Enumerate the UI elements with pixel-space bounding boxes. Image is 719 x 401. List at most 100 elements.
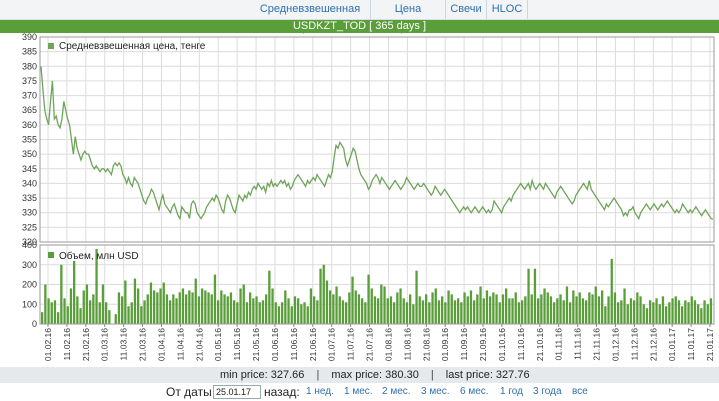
volume-bar xyxy=(265,294,268,325)
volume-bar xyxy=(165,294,169,325)
volume-bar xyxy=(287,298,290,324)
date-tick-label: 21.02.16 xyxy=(81,328,91,361)
volume-bar xyxy=(428,302,431,324)
last-price: last price: 327.76 xyxy=(445,369,530,381)
volume-legend-label: Объем, млн USD xyxy=(59,250,139,262)
volume-bar xyxy=(233,300,236,324)
volume-bar xyxy=(425,294,428,325)
price-y-tick-label: 325 xyxy=(22,222,37,232)
volume-bar xyxy=(53,300,57,324)
volume-bar xyxy=(82,290,85,324)
volume-bar xyxy=(473,300,476,324)
volume-bar xyxy=(226,296,229,324)
volume-bar xyxy=(386,298,389,324)
volume-bar xyxy=(517,302,521,324)
volume-bar xyxy=(450,294,453,325)
volume-bar xyxy=(143,300,146,324)
volume-bar xyxy=(105,302,108,324)
range-1-month[interactable]: 1 мес. xyxy=(344,386,373,397)
volume-bar xyxy=(364,302,367,324)
back-label: назад: xyxy=(264,385,300,399)
date-tick-label: 01.04.16 xyxy=(156,328,166,361)
volume-bar xyxy=(121,296,124,324)
volume-bar xyxy=(274,302,277,324)
price-y-tick-label: 390 xyxy=(22,33,37,42)
volume-bar xyxy=(130,302,133,324)
volume-bar xyxy=(217,300,220,324)
volume-bar xyxy=(665,306,668,324)
tab-close-price[interactable]: Цена закрытия xyxy=(371,0,446,34)
min-price: min price: 327.66 xyxy=(220,369,305,381)
tab-weighted-price[interactable]: Средневзвешенная цена xyxy=(250,0,371,34)
range-3-years[interactable]: 3 года xyxy=(533,386,562,397)
volume-bar xyxy=(69,288,73,324)
tab-hloc[interactable]: HLOC xyxy=(487,0,528,19)
volume-bar xyxy=(489,296,492,324)
volume-bar xyxy=(316,300,319,324)
volume-bar xyxy=(268,270,271,324)
volume-bar xyxy=(319,268,322,324)
range-6-months[interactable]: 6 мес. xyxy=(460,386,489,397)
tab-candles[interactable]: Свечи xyxy=(446,0,487,19)
volume-bar xyxy=(223,294,226,325)
volume-bar xyxy=(159,288,162,324)
range-3-months[interactable]: 3 мес. xyxy=(421,386,450,397)
date-tick-label: 11.10.16 xyxy=(516,328,526,361)
volume-bar xyxy=(229,292,233,324)
date-tick-label: 01.06.16 xyxy=(270,328,280,361)
date-tick-label: 11.07.16 xyxy=(346,328,356,361)
date-tick-label: 01.03.16 xyxy=(100,328,110,361)
volume-bar xyxy=(348,292,351,324)
volume-bar xyxy=(649,300,652,324)
volume-bar xyxy=(114,314,117,325)
volume-bar xyxy=(591,294,594,325)
volume-bar xyxy=(370,288,373,324)
volume-bar xyxy=(197,296,201,324)
volume-bar xyxy=(249,292,252,324)
volume-bar xyxy=(303,302,306,324)
volume-bar xyxy=(207,292,210,324)
volume-bar xyxy=(108,310,111,324)
range-all[interactable]: все xyxy=(572,386,588,397)
volume-bar xyxy=(284,290,287,324)
volume-bar xyxy=(559,294,562,325)
date-tick-label: 11.04.16 xyxy=(175,328,185,361)
date-tick-label: 21.12.16 xyxy=(648,328,658,361)
volume-bar xyxy=(313,296,316,324)
volume-bar xyxy=(188,290,191,324)
volume-bar xyxy=(236,302,239,324)
volume-bar xyxy=(101,284,105,324)
volume-bar xyxy=(345,302,348,324)
volume-bar xyxy=(178,292,181,324)
range-1-year[interactable]: 1 год xyxy=(500,386,523,397)
from-date-input[interactable] xyxy=(213,385,261,399)
volume-bar xyxy=(194,278,197,324)
volume-bar xyxy=(655,298,658,324)
range-1-week[interactable]: 1 нед. xyxy=(306,386,334,397)
volume-bar xyxy=(501,294,505,325)
volume-bar xyxy=(213,274,217,325)
volume-bar xyxy=(431,292,434,324)
volume-bar xyxy=(642,304,645,324)
volume-bar xyxy=(514,292,517,324)
from-date-label: От даты xyxy=(166,385,212,399)
volume-bar xyxy=(277,306,281,324)
volume-bar xyxy=(527,268,530,324)
date-tick-label: 11.01.17 xyxy=(686,328,696,361)
volume-bar xyxy=(361,298,364,324)
volume-bar xyxy=(671,298,674,324)
volume-bar xyxy=(124,280,127,324)
volume-bar xyxy=(444,302,447,324)
price-y-tick-label: 360 xyxy=(22,120,37,130)
date-tick-label: 11.03.16 xyxy=(119,328,129,361)
price-y-tick-label: 335 xyxy=(22,193,37,203)
volume-bar xyxy=(495,294,498,325)
volume-bar xyxy=(66,306,69,324)
range-2-months[interactable]: 2 мес. xyxy=(382,386,411,397)
date-tick-label: 21.11.16 xyxy=(592,328,602,361)
volume-bar xyxy=(460,302,463,324)
price-y-tick-label: 365 xyxy=(22,105,37,115)
volume-bar xyxy=(511,298,514,324)
volume-bar xyxy=(95,248,98,324)
volume-bar xyxy=(393,302,396,324)
